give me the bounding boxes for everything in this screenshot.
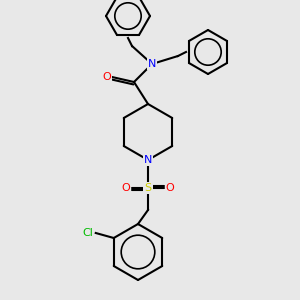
Text: Cl: Cl (82, 228, 93, 238)
Text: N: N (144, 155, 152, 165)
Text: O: O (166, 183, 174, 193)
Text: O: O (103, 72, 111, 82)
Text: N: N (148, 59, 156, 69)
Text: O: O (122, 183, 130, 193)
Text: S: S (144, 183, 152, 193)
